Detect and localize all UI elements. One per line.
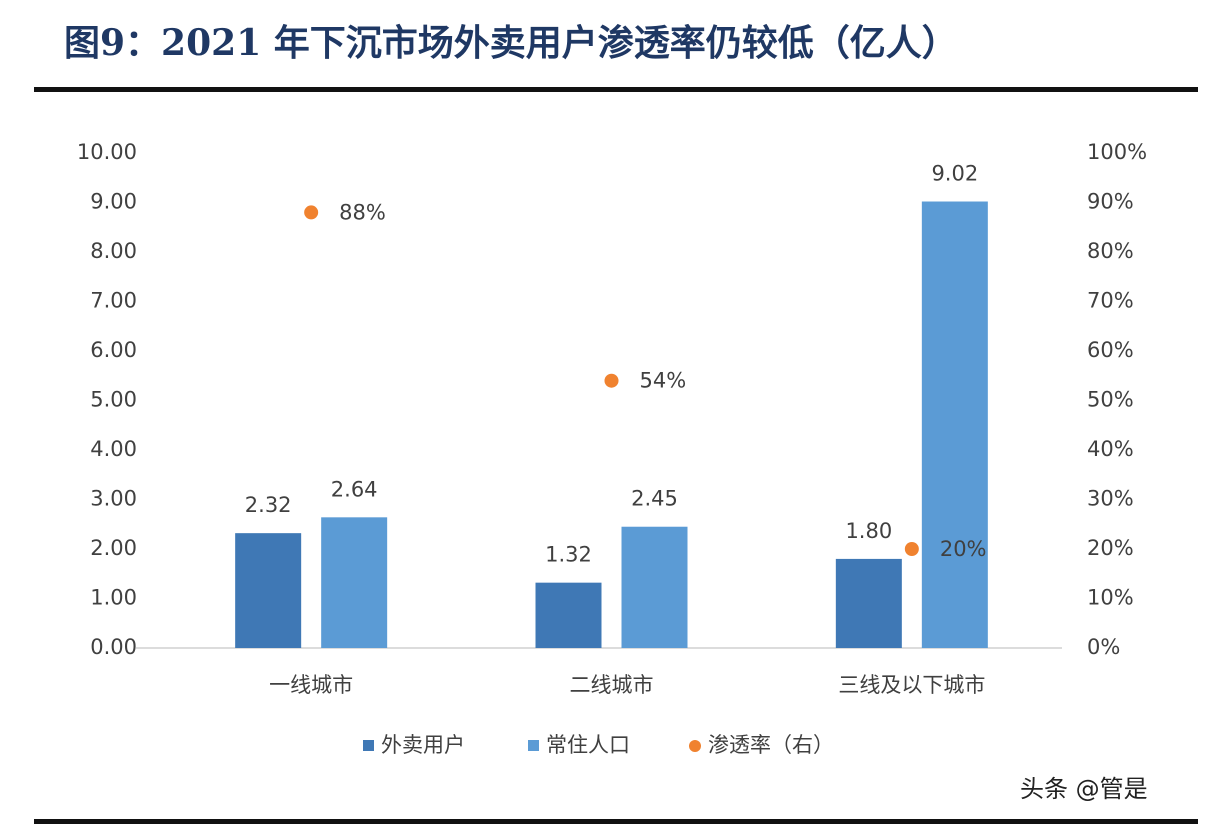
legend-marker — [528, 740, 539, 751]
y-tick-label: 10.00 — [77, 140, 137, 164]
value-label: 20% — [940, 537, 987, 561]
bar — [621, 526, 688, 648]
value-label: 88% — [339, 200, 386, 224]
legend-marker — [363, 740, 374, 751]
value-label: 2.64 — [331, 477, 378, 501]
y-tick-label: 1.00 — [90, 586, 137, 610]
legend-label: 渗透率（右） — [708, 733, 834, 757]
bar — [321, 517, 388, 648]
bar — [535, 582, 602, 648]
x-tick-label: 一线城市 — [269, 673, 353, 697]
value-label: 1.80 — [845, 519, 892, 543]
y-tick-label: 4.00 — [90, 437, 137, 461]
y-tick-label: 2.00 — [90, 536, 137, 560]
legend-label: 外卖用户 — [381, 733, 465, 757]
y2-tick-label: 0% — [1087, 635, 1120, 659]
y2-tick-label: 90% — [1087, 190, 1134, 214]
y2-tick-label: 100% — [1087, 140, 1147, 164]
x-tick-label: 二线城市 — [570, 673, 654, 697]
legend-marker — [689, 740, 701, 752]
y2-tick-label: 80% — [1087, 239, 1134, 263]
chart-title: 图9：2021 年下沉市场外卖用户渗透率仍较低（亿人） — [64, 22, 958, 64]
y-tick-label: 3.00 — [90, 487, 137, 511]
legend-label: 常住人口 — [546, 733, 630, 757]
y-tick-label: 0.00 — [90, 635, 137, 659]
point — [904, 542, 919, 556]
y-tick-label: 6.00 — [90, 338, 137, 362]
y-tick-label: 8.00 — [90, 239, 137, 263]
y-tick-label: 7.00 — [90, 289, 137, 313]
watermark: 头条 @管是 — [1020, 775, 1148, 803]
point — [604, 373, 619, 388]
value-label: 2.45 — [631, 487, 678, 511]
y2-tick-label: 30% — [1087, 487, 1134, 511]
y-tick-label: 9.00 — [90, 190, 137, 214]
title-rule — [34, 87, 1198, 92]
x-tick-label: 三线及以下城市 — [838, 673, 985, 697]
y2-tick-label: 50% — [1087, 388, 1134, 412]
bar — [235, 533, 302, 648]
point — [304, 205, 319, 220]
y2-tick-label: 60% — [1087, 338, 1134, 362]
y-tick-label: 5.00 — [90, 388, 137, 412]
bar — [835, 558, 902, 648]
y2-tick-label: 40% — [1087, 437, 1134, 461]
bottom-rule — [34, 819, 1198, 824]
bar — [921, 201, 988, 648]
y2-tick-label: 10% — [1087, 586, 1134, 610]
y2-tick-label: 20% — [1087, 536, 1134, 560]
y2-tick-label: 70% — [1087, 289, 1134, 313]
value-label: 1.32 — [545, 543, 592, 567]
value-label: 2.32 — [245, 493, 292, 517]
value-label: 54% — [640, 369, 687, 393]
value-label: 9.02 — [931, 162, 978, 186]
